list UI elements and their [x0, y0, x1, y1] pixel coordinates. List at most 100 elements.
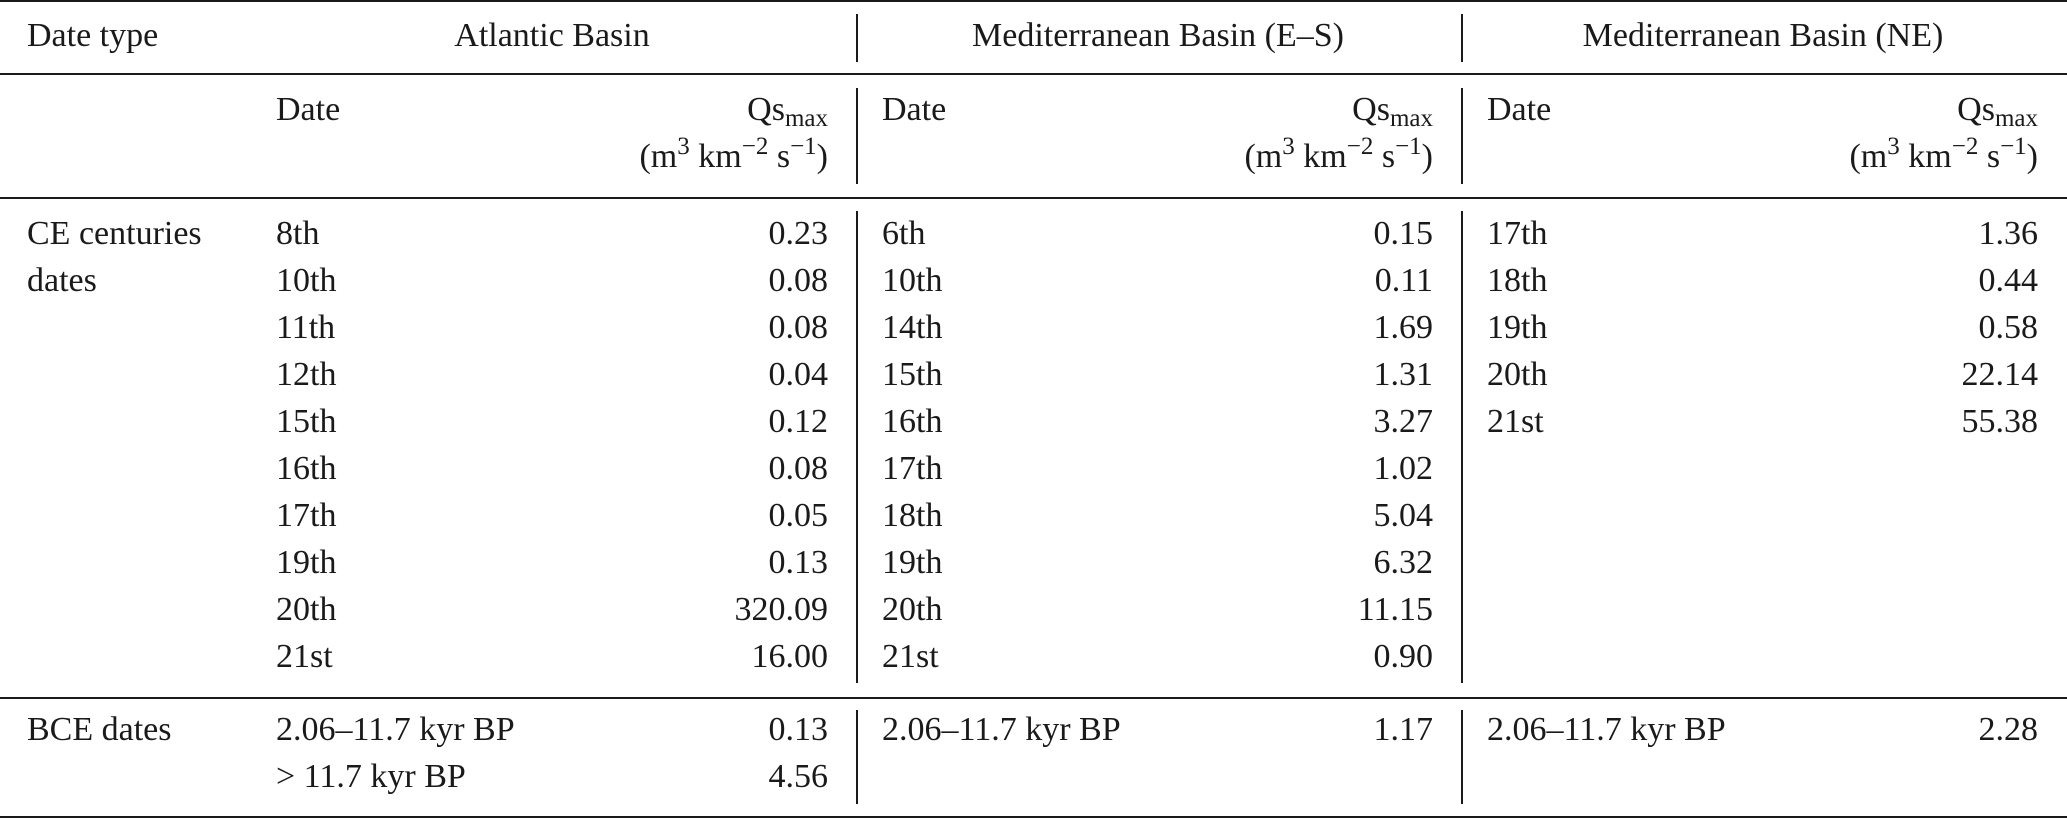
column-separator — [856, 88, 858, 184]
value-cell: 4.56 — [768, 758, 829, 795]
value-cell: 0.08 — [768, 450, 829, 487]
date-cell: 19th — [276, 544, 337, 581]
subheader-qs: Qsmax (m3 km−2 s−1) — [1165, 86, 1433, 180]
value-cell: 11.15 — [1357, 591, 1433, 628]
column-separator — [1461, 211, 1463, 683]
header-rule — [0, 73, 2067, 75]
value-cell: 1.17 — [1373, 711, 1434, 748]
value-cell: 320.09 — [734, 591, 829, 628]
date-cell: 6th — [882, 215, 926, 252]
date-cell: 21st — [276, 638, 333, 675]
date-cell: 20th — [276, 591, 337, 628]
subheader-date: Date — [882, 91, 947, 128]
header-date-type: Date type — [27, 17, 159, 54]
date-cell: > 11.7 kyr BP — [276, 758, 466, 795]
subheader-rule — [0, 197, 2067, 199]
header-basin: Atlantic Basin — [454, 17, 650, 54]
value-cell: 0.12 — [768, 403, 829, 440]
header-basin: Mediterranean Basin (E–S) — [972, 17, 1344, 54]
column-separator — [1461, 14, 1463, 62]
value-cell: 1.31 — [1373, 356, 1434, 393]
ce-atlantic-dates: 8th 10th 11th 12th 15th 16th 17th 19th 2… — [276, 210, 336, 680]
ce-med-es-dates: 6th 10th 14th 15th 16th 17th 18th 19th 2… — [882, 210, 942, 680]
ce-med-ne-values: 1.36 0.44 0.58 22.14 55.38 — [1838, 210, 2039, 445]
value-cell: 16.00 — [751, 638, 829, 675]
value-cell: 3.27 — [1373, 403, 1434, 440]
date-cell: 10th — [276, 262, 337, 299]
date-cell: 10th — [882, 262, 943, 299]
date-cell: 17th — [882, 450, 943, 487]
ce-med-ne-dates: 17th 18th 19th 20th 21st — [1487, 210, 1547, 445]
column-separator — [1461, 88, 1463, 184]
value-cell: 2.28 — [1978, 711, 2039, 748]
bottom-rule — [0, 816, 2067, 818]
value-cell: 0.23 — [768, 215, 829, 252]
date-cell: 2.06–11.7 kyr BP — [1487, 711, 1726, 748]
bce-med-es-dates: 2.06–11.7 kyr BP — [882, 706, 1121, 753]
value-cell: 6.32 — [1373, 544, 1434, 581]
column-separator — [856, 710, 858, 804]
ce-label-line: CE centuries — [27, 215, 202, 252]
value-cell: 0.13 — [768, 544, 829, 581]
value-cell: 55.38 — [1961, 403, 2039, 440]
date-cell: 17th — [276, 497, 337, 534]
subheader-date: Date — [276, 91, 341, 128]
date-cell: 20th — [882, 591, 943, 628]
qs-max-label: Qsmax — [747, 91, 828, 132]
date-cell: 17th — [1487, 215, 1548, 252]
value-cell: 0.13 — [768, 711, 829, 748]
date-cell: 8th — [276, 215, 320, 252]
value-cell: 0.90 — [1373, 638, 1434, 675]
ce-section-label: CE centuries dates — [27, 210, 202, 304]
date-cell: 21st — [1487, 403, 1544, 440]
subheader-date: Date — [1487, 91, 1552, 128]
bce-med-ne-dates: 2.06–11.7 kyr BP — [1487, 706, 1726, 753]
date-cell: 18th — [882, 497, 943, 534]
ce-label-line: dates — [27, 262, 97, 299]
value-cell: 0.08 — [768, 309, 829, 346]
value-cell: 0.08 — [768, 262, 829, 299]
top-rule — [0, 0, 2067, 2]
date-cell: 2.06–11.7 kyr BP — [882, 711, 1121, 748]
qs-unit-label: (m3 km−2 s−1) — [1849, 133, 2038, 175]
bce-med-es-values: 1.17 — [1233, 706, 1434, 753]
value-cell: 1.02 — [1373, 450, 1434, 487]
value-cell: 0.58 — [1978, 309, 2039, 346]
date-cell: 18th — [1487, 262, 1548, 299]
date-cell: 2.06–11.7 kyr BP — [276, 711, 515, 748]
qs-unit-label: (m3 km−2 s−1) — [639, 133, 828, 175]
header-basin: Mediterranean Basin (NE) — [1582, 17, 1944, 54]
date-cell: 19th — [1487, 309, 1548, 346]
date-cell: 15th — [882, 356, 943, 393]
column-separator — [856, 14, 858, 62]
value-cell: 5.04 — [1373, 497, 1434, 534]
date-cell: 15th — [276, 403, 337, 440]
date-cell: 21st — [882, 638, 939, 675]
subheader-qs: Qsmax (m3 km−2 s−1) — [1770, 86, 2038, 180]
date-cell: 16th — [882, 403, 943, 440]
value-cell: 0.05 — [768, 497, 829, 534]
bce-atlantic-values: 0.13 4.56 — [628, 706, 829, 800]
value-cell: 1.36 — [1978, 215, 2039, 252]
value-cell: 22.14 — [1961, 356, 2039, 393]
bce-med-ne-values: 2.28 — [1838, 706, 2039, 753]
date-cell: 20th — [1487, 356, 1548, 393]
date-cell: 16th — [276, 450, 337, 487]
value-cell: 0.11 — [1374, 262, 1433, 299]
ce-med-es-values: 0.15 0.11 1.69 1.31 3.27 1.02 5.04 6.32 … — [1233, 210, 1433, 680]
date-cell: 11th — [276, 309, 336, 346]
bce-atlantic-dates: 2.06–11.7 kyr BP > 11.7 kyr BP — [276, 706, 515, 800]
value-cell: 1.69 — [1373, 309, 1434, 346]
date-cell: 14th — [882, 309, 943, 346]
column-separator — [856, 211, 858, 683]
qs-max-label: Qsmax — [1957, 91, 2038, 132]
value-cell: 0.44 — [1978, 262, 2039, 299]
ce-atlantic-values: 0.23 0.08 0.08 0.04 0.12 0.08 0.05 0.13 … — [628, 210, 829, 680]
column-separator — [1461, 710, 1463, 804]
value-cell: 0.04 — [768, 356, 829, 393]
bce-section-label: BCE dates — [27, 711, 172, 748]
qs-max-label: Qsmax — [1352, 91, 1433, 132]
date-cell: 12th — [276, 356, 337, 393]
value-cell: 0.15 — [1373, 215, 1434, 252]
